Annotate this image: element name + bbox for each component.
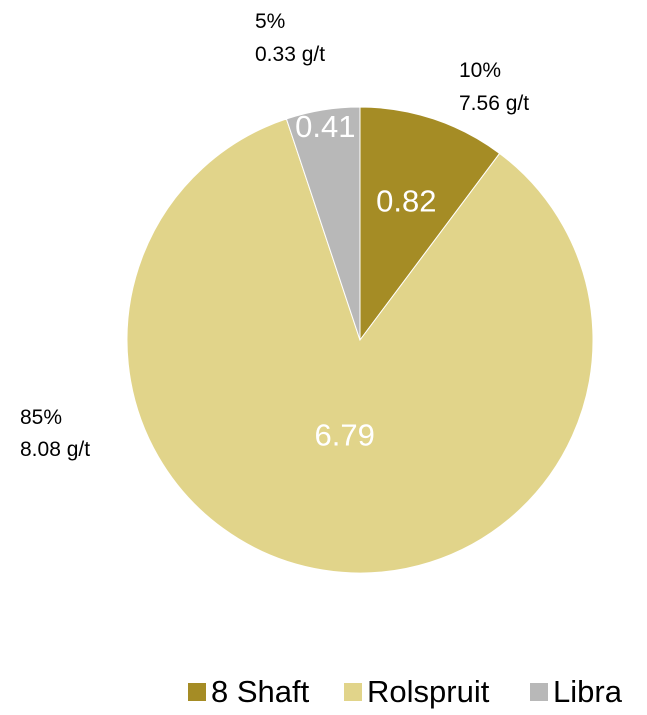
annotation-8-shaft: 10% 7.56 g/t — [459, 59, 529, 115]
legend-item-libra: Libra — [530, 674, 623, 709]
annotation-rolspruit-percent: 85% — [20, 406, 62, 429]
value-label-8-shaft: 0.82 — [376, 184, 436, 219]
annotation-8-shaft-grade: 7.56 g/t — [459, 92, 529, 115]
legend-item-8-shaft: 8 Shaft — [188, 674, 310, 709]
legend-swatch-rolspruit — [344, 683, 362, 701]
legend-label-8-shaft: 8 Shaft — [211, 674, 310, 709]
legend-label-libra: Libra — [553, 674, 623, 709]
value-label-rolspruit: 6.79 — [315, 417, 375, 452]
annotation-libra-percent: 5% — [255, 10, 285, 33]
legend-swatch-8-shaft — [188, 683, 206, 701]
annotation-rolspruit: 85% 8.08 g/t — [20, 406, 90, 461]
legend-item-rolspruit: Rolspruit — [344, 674, 490, 709]
pie-value-labels: 0.82 6.79 0.41 — [295, 109, 436, 452]
annotation-rolspruit-grade: 8.08 g/t — [20, 438, 90, 461]
legend-label-rolspruit: Rolspruit — [367, 674, 490, 709]
pie-slice-rolspruit — [126, 118, 594, 574]
annotation-libra-grade: 0.33 g/t — [255, 43, 325, 66]
annotation-8-shaft-percent: 10% — [459, 59, 501, 82]
legend: 8 Shaft Rolspruit Libra — [188, 674, 623, 709]
value-label-libra: 0.41 — [295, 109, 355, 144]
pie-slice-8-shaft — [359, 106, 501, 342]
legend-swatch-libra — [530, 683, 548, 701]
pie-slices — [126, 106, 594, 574]
pie-slice-libra — [285, 106, 361, 341]
annotation-libra: 5% 0.33 g/t — [255, 10, 325, 66]
